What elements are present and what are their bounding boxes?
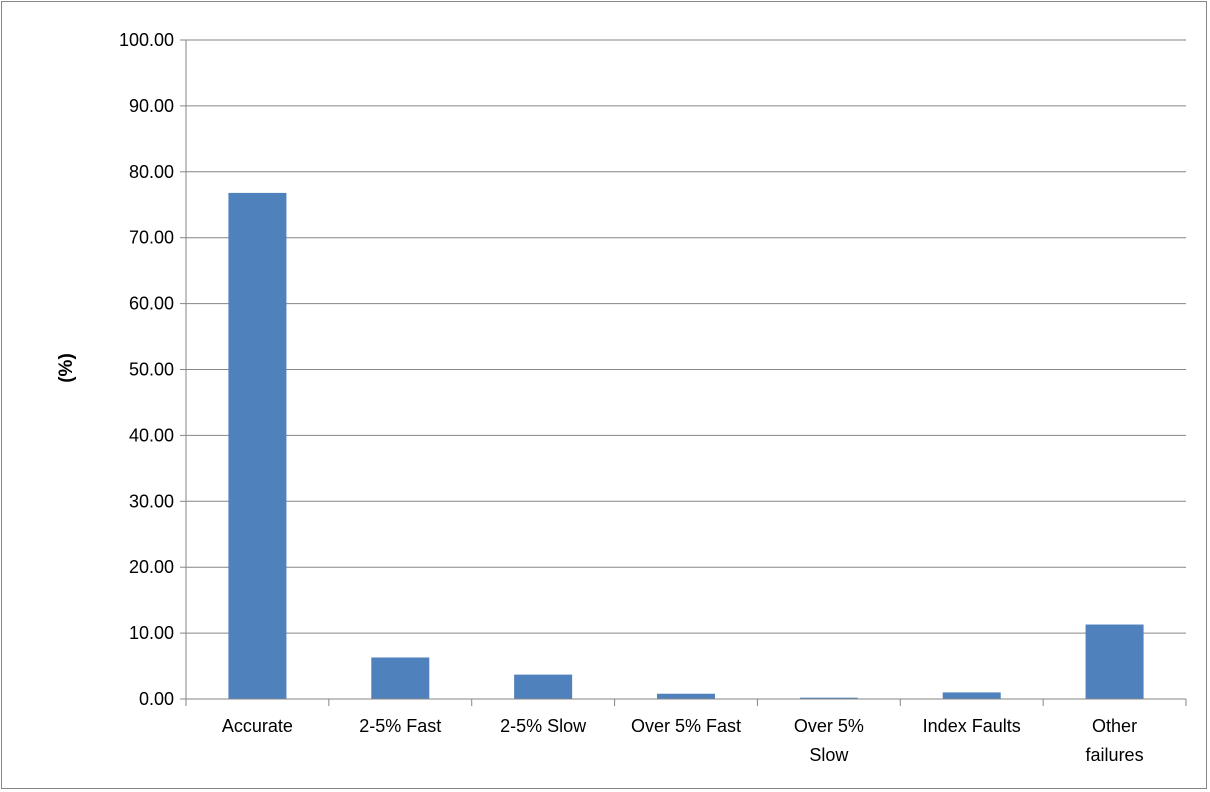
y-tick-label: 90.00: [129, 96, 174, 116]
y-tick-label: 30.00: [129, 491, 174, 511]
y-tick-label: 60.00: [129, 294, 174, 314]
y-axis-label: (%): [56, 353, 77, 383]
y-tick-label: 0.00: [139, 689, 174, 709]
y-tick-label: 10.00: [129, 623, 174, 643]
bar: [228, 192, 287, 699]
y-tick-labels: 0.00 10.00 20.00 30.00 40.00 50.00 60.00 70.00 8…: [119, 30, 174, 709]
y-tick-label: 70.00: [129, 228, 174, 248]
gridlines: [186, 39, 1186, 634]
y-tick-label: 100.00: [119, 30, 174, 50]
axes: [180, 39, 1187, 706]
bar: [371, 657, 430, 699]
x-tick-label: 2-5% Slow: [500, 716, 587, 736]
x-tick-label: Other failures: [1086, 716, 1144, 765]
x-tick-label: Index Faults: [923, 716, 1021, 736]
x-tick-label: Over 5% Fast: [631, 716, 741, 736]
y-tick-label: 40.00: [129, 425, 174, 445]
x-tick-label: 2-5% Fast: [359, 716, 441, 736]
x-tick-labels: Accurate 2-5% Fast 2-5% Slow Over 5% Fast Ov…: [222, 716, 1144, 765]
y-tick-label: 50.00: [129, 360, 174, 380]
bars: [228, 192, 1144, 699]
x-tick-label: Over 5% Slow: [794, 716, 864, 765]
x-tick-label: Accurate: [222, 716, 293, 736]
bar: [942, 692, 1001, 699]
bar: [514, 674, 573, 699]
bar: [1085, 624, 1144, 699]
bar: [799, 697, 858, 699]
bar: [657, 693, 715, 699]
y-tick-label: 80.00: [129, 162, 174, 182]
y-tick-label: 20.00: [129, 557, 174, 577]
